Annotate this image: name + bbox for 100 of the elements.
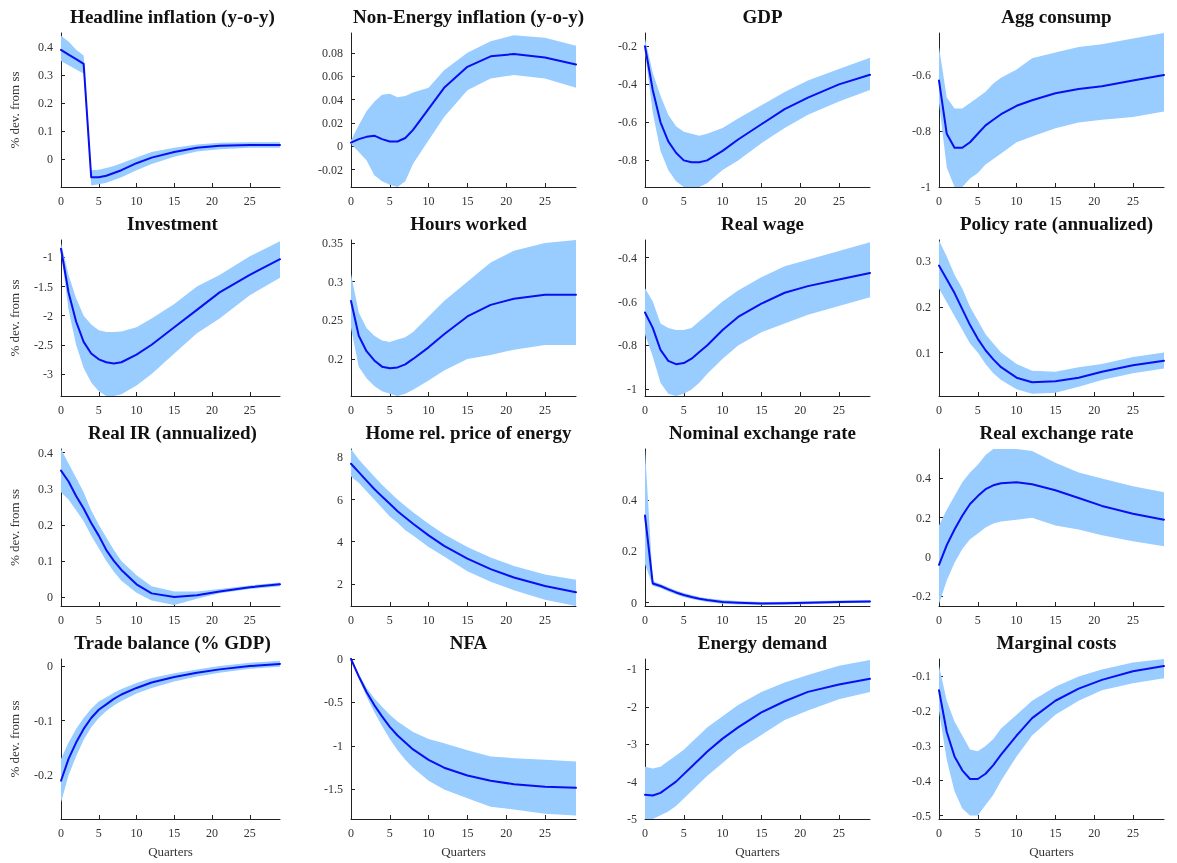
y-tick-label: 0: [47, 152, 53, 166]
x-tick-label: 15: [755, 403, 768, 417]
x-tick-label: 15: [461, 194, 474, 208]
x-tick-label: 15: [461, 826, 474, 840]
x-tick-label: 0: [58, 826, 64, 840]
x-tick-label: 25: [832, 403, 845, 417]
x-tick-label: 15: [168, 613, 181, 627]
y-tick-label: 8: [337, 450, 343, 465]
chart-title: Headline inflation (y-o-y): [70, 6, 275, 28]
x-tick-label: 5: [95, 403, 102, 417]
x-tick-label: 10: [716, 613, 729, 627]
x-axis-title: Quarters: [441, 844, 486, 859]
x-tick-label: 5: [974, 194, 981, 208]
y-tick-label: 0.2: [328, 351, 343, 366]
y-tick-label: -0.8: [618, 338, 637, 353]
x-tick-label: 5: [386, 194, 393, 208]
x-tick-label: 5: [386, 403, 393, 417]
x-tick-label: 5: [680, 613, 687, 627]
x-tick-label: 10: [1010, 194, 1023, 208]
chart-title: Non-Energy inflation (y-o-y): [352, 6, 585, 28]
y-tick-label: 0.4: [916, 471, 931, 486]
chart-title: Hours worked: [410, 213, 528, 234]
x-tick-label: 15: [168, 826, 181, 840]
chart-title: Trade balance (% GDP): [74, 632, 271, 654]
y-tick-label: -4: [627, 774, 637, 789]
line-series: [60, 662, 281, 782]
x-tick-label: 20: [500, 194, 513, 208]
y-tick-label: 0.06: [322, 69, 343, 84]
x-tick-label: 0: [642, 403, 648, 417]
y-tick-label: 0.08: [322, 45, 343, 60]
chart-title: Real wage: [721, 213, 804, 234]
chart-title: Real exchange rate: [979, 422, 1134, 443]
line-series: [938, 481, 1165, 566]
chart-title: Home rel. price of energy: [365, 422, 572, 443]
chart-title: GDP: [742, 6, 783, 27]
y-tick-label: -0.2: [912, 704, 931, 719]
x-tick-label: 20: [1088, 403, 1101, 417]
y-tick-label: 4: [337, 534, 343, 549]
x-tick-label: 25: [832, 826, 845, 840]
y-tick-label: -1: [627, 382, 637, 397]
x-tick-label: 20: [206, 613, 219, 627]
x-tick-label: 0: [348, 826, 354, 840]
y-tick-label: -0.02: [318, 162, 343, 177]
x-tick-label: 15: [1049, 403, 1062, 417]
x-tick-label: 25: [538, 613, 551, 627]
y-tick-label: -2: [43, 308, 53, 323]
line-series: [938, 664, 1165, 780]
chart-title: Real IR (annualized): [88, 422, 257, 444]
line-series: [350, 53, 577, 144]
y-axis-title: % dev. from ss: [7, 71, 22, 149]
x-tick-label: 25: [1126, 613, 1139, 627]
x-tick-label: 10: [130, 194, 143, 208]
x-tick-label: 25: [243, 194, 256, 208]
line-series: [644, 45, 871, 164]
x-axis-title: Quarters: [148, 844, 193, 859]
y-tick-label: 0.3: [916, 254, 931, 269]
y-tick-label: -0.8: [912, 124, 931, 138]
y-tick-label: 0.25: [322, 313, 343, 328]
y-tick-label: -0.6: [912, 68, 931, 82]
x-tick-label: 0: [348, 194, 354, 208]
x-tick-label: 5: [974, 613, 981, 627]
y-tick-label: -3: [43, 366, 53, 381]
chart-title: Marginal costs: [996, 632, 1117, 653]
y-tick-label: 2: [337, 576, 343, 591]
x-tick-label: 0: [936, 613, 942, 627]
x-tick-label: 0: [642, 194, 648, 208]
x-tick-label: 10: [1010, 613, 1023, 627]
x-tick-label: 5: [95, 613, 102, 627]
x-tick-label: 20: [500, 403, 513, 417]
x-tick-label: 20: [206, 403, 219, 417]
y-tick-label: 0.2: [622, 544, 637, 559]
x-tick-label: 20: [1088, 194, 1101, 208]
y-tick-label: 0: [337, 139, 343, 154]
chart-title: Agg consump: [1001, 6, 1112, 27]
x-tick-label: 0: [348, 403, 354, 417]
line-series: [644, 677, 871, 797]
x-tick-label: 10: [716, 826, 729, 840]
y-tick-label: -2.5: [34, 337, 53, 352]
x-tick-label: 20: [794, 403, 807, 417]
x-tick-label: 5: [974, 826, 981, 840]
x-tick-label: 25: [1126, 403, 1139, 417]
x-tick-label: 10: [422, 194, 435, 208]
line-series: [350, 462, 577, 594]
x-axis-title: Quarters: [1029, 844, 1074, 859]
x-tick-label: 5: [386, 613, 393, 627]
x-tick-label: 10: [716, 403, 729, 417]
y-tick-label: -0.5: [324, 695, 343, 710]
x-tick-label: 10: [130, 613, 143, 627]
chart-title: Nominal exchange rate: [669, 422, 856, 443]
y-tick-label: -1.5: [324, 782, 343, 797]
x-tick-label: 0: [936, 826, 942, 840]
x-tick-label: 20: [1088, 613, 1101, 627]
x-tick-label: 25: [832, 613, 845, 627]
y-axis-title: % dev. from ss: [7, 279, 22, 357]
y-tick-label: -0.8: [618, 153, 637, 168]
y-tick-label: -0.4: [618, 250, 637, 265]
y-tick-label: 0.3: [328, 274, 343, 289]
x-tick-label: 20: [1088, 826, 1101, 840]
line-series: [938, 264, 1165, 384]
chart-title: Policy rate (annualized): [959, 213, 1154, 235]
